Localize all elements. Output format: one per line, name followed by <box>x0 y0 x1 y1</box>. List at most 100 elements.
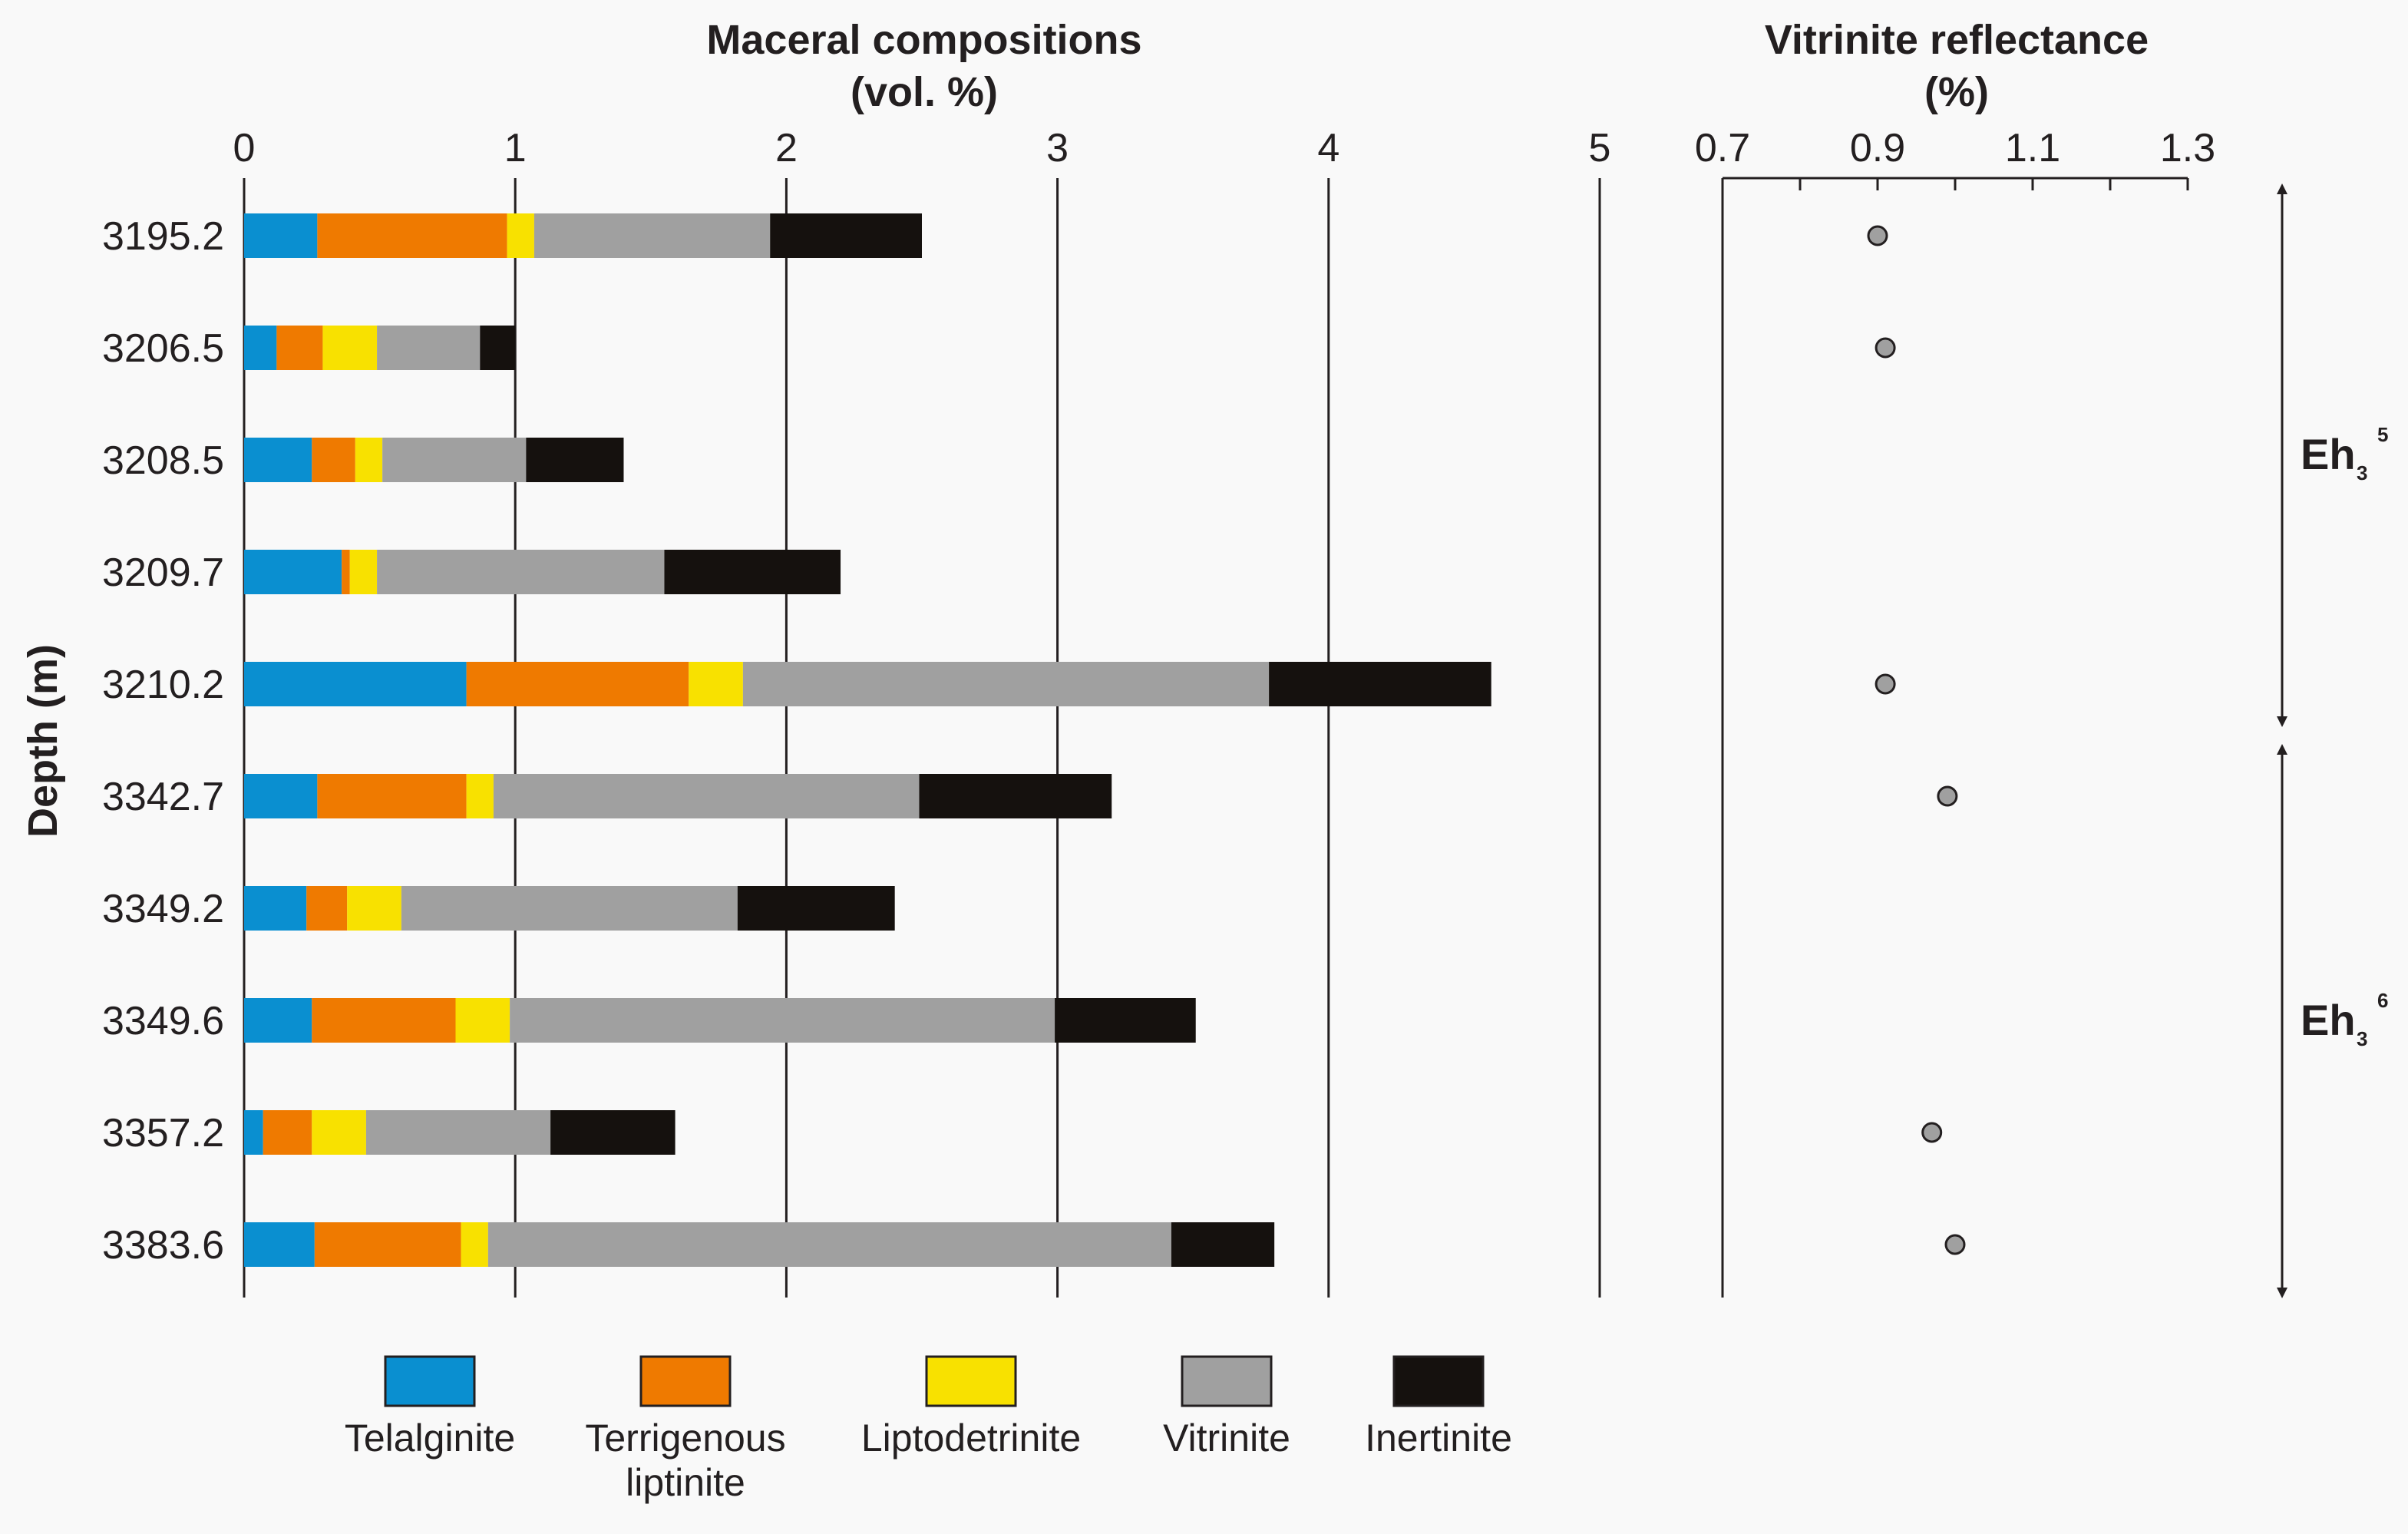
legend-swatch-terrigenous-liptinite <box>639 1355 732 1407</box>
bar-segment-vitrinite <box>533 213 771 258</box>
bar-segment-liptodetrinite <box>507 213 534 258</box>
bar-segment-inertinite <box>480 326 516 370</box>
bar-segment-liptodetrinite <box>347 886 401 931</box>
legend-swatch-vitrinite <box>1181 1355 1273 1407</box>
bar-segment-terrigenous-liptinite <box>276 326 323 370</box>
bar-segment-liptodetrinite <box>312 1110 366 1155</box>
bar-segment-telalginite <box>244 998 312 1043</box>
bar-segment-inertinite <box>919 774 1112 818</box>
reflectance-point <box>1937 785 1958 807</box>
bar-segment-vitrinite <box>377 326 481 370</box>
bar-segment-liptodetrinite <box>461 1222 488 1267</box>
interval-superscript: 6 <box>2377 989 2388 1012</box>
bar-segment-inertinite <box>737 886 895 931</box>
bar-segment-vitrinite <box>487 1222 1171 1267</box>
bar-segment-vitrinite <box>382 438 527 482</box>
bar-segment-vitrinite <box>510 998 1055 1043</box>
bar-segment-telalginite <box>244 550 342 594</box>
reflectance-point <box>1944 1234 1966 1255</box>
reflectance-tick-label: 0.9 <box>1850 126 1905 170</box>
reflectance-tick-label: 0.7 <box>1695 126 1750 170</box>
bar-segment-telalginite <box>244 1222 315 1267</box>
bar-segment-telalginite <box>244 326 277 370</box>
legend-item-inertinite: Inertinite <box>1365 1355 1512 1460</box>
bar-segment-vitrinite <box>742 662 1270 706</box>
depth-label: 3383.6 <box>102 1223 224 1268</box>
legend-label: Vitrinite <box>1163 1417 1290 1460</box>
bar-segment-liptodetrinite <box>689 662 743 706</box>
bar-segment-vitrinite <box>365 1110 551 1155</box>
bar-segment-terrigenous-liptinite <box>314 1222 461 1267</box>
bar-segment-telalginite <box>244 662 467 706</box>
depth-labels: 3195.2 3206.5 3208.5 3209.7 3210.2 3342.7 3349… <box>102 214 224 1268</box>
bar-chart-unit: (vol. %) <box>851 69 998 115</box>
bar-segment-liptodetrinite <box>349 550 378 594</box>
depth-label: 3206.5 <box>102 326 224 371</box>
depth-label: 3195.2 <box>102 214 224 259</box>
bar-segment-inertinite <box>1055 998 1196 1043</box>
bar-segment-liptodetrinite <box>466 774 494 818</box>
legend-item-liptodetrinite: Liptodetrinite <box>861 1355 1081 1460</box>
y-axis-label: Depth (m) <box>20 644 66 838</box>
depth-label: 3342.7 <box>102 775 224 819</box>
x-tick-label: 0 <box>233 126 256 170</box>
reflectance-point <box>1867 225 1888 246</box>
reflectance-axis <box>1721 177 2189 1298</box>
bar-segment-liptodetrinite <box>355 438 383 482</box>
x-tick-label: 2 <box>775 126 798 170</box>
bar-segment-terrigenous-liptinite <box>312 438 355 482</box>
legend-item-vitrinite: Vitrinite <box>1163 1355 1290 1460</box>
bar-segment-vitrinite <box>377 550 665 594</box>
interval-subscript: 3 <box>2357 461 2367 484</box>
bar-segment-terrigenous-liptinite <box>466 662 689 706</box>
bar-segment-terrigenous-liptinite <box>317 213 507 258</box>
depth-label: 3210.2 <box>102 663 224 707</box>
bar-segment-telalginite <box>244 213 318 258</box>
depth-label: 3208.5 <box>102 438 224 483</box>
bar-segment-terrigenous-liptinite <box>312 998 456 1043</box>
bar-segment-inertinite <box>664 550 841 594</box>
depth-label: 3349.6 <box>102 999 224 1043</box>
reflectance-x-ticks: 0.7 0.9 1.1 1.3 <box>1695 126 2215 170</box>
reflectance-chart-unit: (%) <box>1924 69 1989 115</box>
bar-x-ticks: 0 1 2 3 4 5 <box>233 126 1611 170</box>
legend-swatch-liptodetrinite <box>925 1355 1017 1407</box>
depth-label: 3209.7 <box>102 550 224 595</box>
reflectance-tick-label: 1.1 <box>2005 126 2060 170</box>
interval-label: Eh <box>2301 430 2356 478</box>
x-tick-label: 3 <box>1046 126 1069 170</box>
bar-segment-liptodetrinite <box>455 998 510 1043</box>
bar-segment-inertinite <box>1269 662 1491 706</box>
legend-label: Liptodetrinite <box>861 1417 1081 1460</box>
reflectance-tick-label: 1.3 <box>2160 126 2215 170</box>
interval-superscript: 5 <box>2377 423 2388 446</box>
bar-segment-telalginite <box>244 438 312 482</box>
bar-segment-terrigenous-liptinite <box>306 886 348 931</box>
interval-label: Eh <box>2301 996 2356 1044</box>
depth-label: 3349.2 <box>102 887 224 931</box>
legend-swatch-inertinite <box>1392 1355 1485 1407</box>
legend-label: Inertinite <box>1365 1417 1512 1460</box>
bar-segment-telalginite <box>244 886 307 931</box>
x-tick-label: 4 <box>1317 126 1339 170</box>
x-tick-label: 5 <box>1589 126 1611 170</box>
bar-series <box>244 213 1491 1267</box>
bar-segment-inertinite <box>550 1110 675 1155</box>
bar-segment-telalginite <box>244 1110 263 1155</box>
legend-label: Terrigenous <box>585 1417 785 1460</box>
bar-segment-inertinite <box>526 438 624 482</box>
x-tick-label: 1 <box>504 126 527 170</box>
bar-segment-vitrinite <box>493 774 920 818</box>
bar-segment-inertinite <box>1171 1222 1275 1267</box>
reflectance-point <box>1875 337 1896 359</box>
bar-segment-inertinite <box>770 213 922 258</box>
bar-segment-liptodetrinite <box>322 326 378 370</box>
legend-label: Telalginite <box>345 1417 515 1460</box>
reflectance-chart-title: Vitrinite reflectance <box>1765 17 2149 63</box>
bar-chart-title: Maceral compositions <box>706 17 1141 63</box>
